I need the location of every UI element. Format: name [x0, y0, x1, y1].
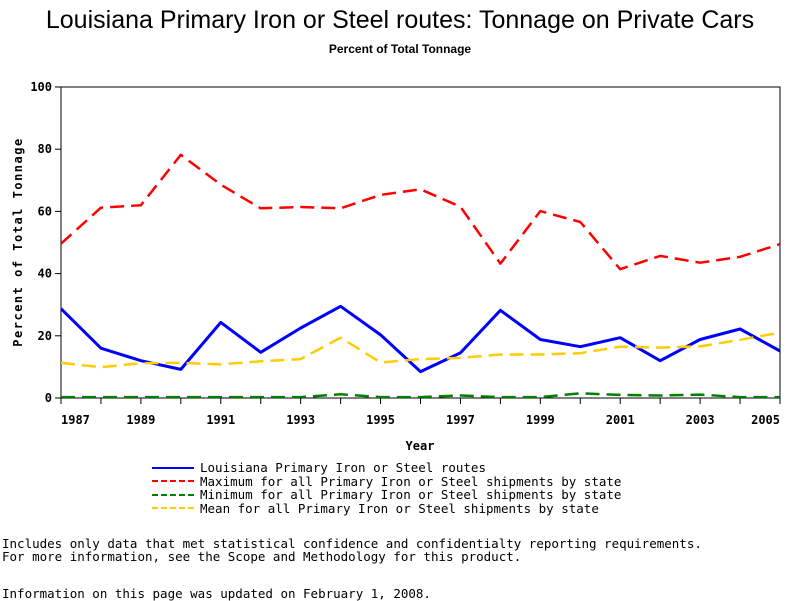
x-tick-label: 1989	[126, 413, 155, 427]
x-tick-label: 1997	[446, 413, 475, 427]
legend-swatch	[152, 507, 194, 510]
legend-entry: Minimum for all Primary Iron or Steel sh…	[152, 487, 622, 503]
y-tick-label: 60	[38, 204, 52, 218]
x-tick-label: 1999	[526, 413, 555, 427]
footnote-updated: Information on this page was updated on …	[2, 586, 431, 601]
series-line-3	[61, 392, 780, 398]
x-tick-label: 2001	[606, 413, 635, 427]
legend-label: Mean for all Primary Iron or Steel shipm…	[200, 500, 599, 516]
y-tick-label: 0	[45, 391, 52, 405]
plot-frame	[60, 86, 781, 399]
legend-swatch	[152, 466, 194, 469]
y-tick-label: 20	[38, 329, 52, 343]
legend-label: Minimum for all Primary Iron or Steel sh…	[200, 487, 622, 503]
chart-subtitle: Percent of Total Tonnage	[328, 42, 472, 56]
x-tick-label: 1991	[206, 413, 235, 427]
legend: Louisiana Primary Iron or Steel routes Ma…	[152, 460, 622, 516]
series-line-2	[61, 153, 780, 271]
x-tick-label: 2003	[686, 413, 715, 427]
legend-entry: Mean for all Primary Iron or Steel shipm…	[152, 500, 621, 516]
legend-swatch	[152, 493, 194, 496]
legend-entry: Louisiana Primary Iron or Steel routes	[152, 460, 621, 476]
legend-label: Maximum for all Primary Iron or Steel sh…	[200, 473, 622, 489]
legend-entry: Maximum for all Primary Iron or Steel sh…	[152, 473, 622, 489]
x-tick-label: 1995	[366, 413, 395, 427]
x-tick-label: 2005	[751, 413, 780, 427]
chart-title: Louisiana Primary Iron or Steel routes: …	[45, 6, 755, 34]
footnote-confidentiality: Includes only data that met statistical …	[2, 536, 702, 551]
series-line-4	[61, 331, 780, 369]
x-tick-label: 1987	[61, 413, 90, 427]
y-tick-label: 80	[38, 142, 52, 156]
legend-label: Louisiana Primary Iron or Steel routes	[200, 460, 486, 476]
x-axis-label: Year	[406, 439, 435, 453]
x-tick-label: 1993	[286, 413, 315, 427]
y-tick-label: 100	[30, 80, 52, 94]
y-axis-label: Percent of Total Tonnage	[11, 137, 25, 346]
y-tick-label: 40	[38, 267, 52, 281]
footnote-methodology: For more information, see the Scope and …	[2, 549, 522, 564]
legend-swatch	[152, 480, 194, 483]
series-line-1	[61, 304, 780, 374]
